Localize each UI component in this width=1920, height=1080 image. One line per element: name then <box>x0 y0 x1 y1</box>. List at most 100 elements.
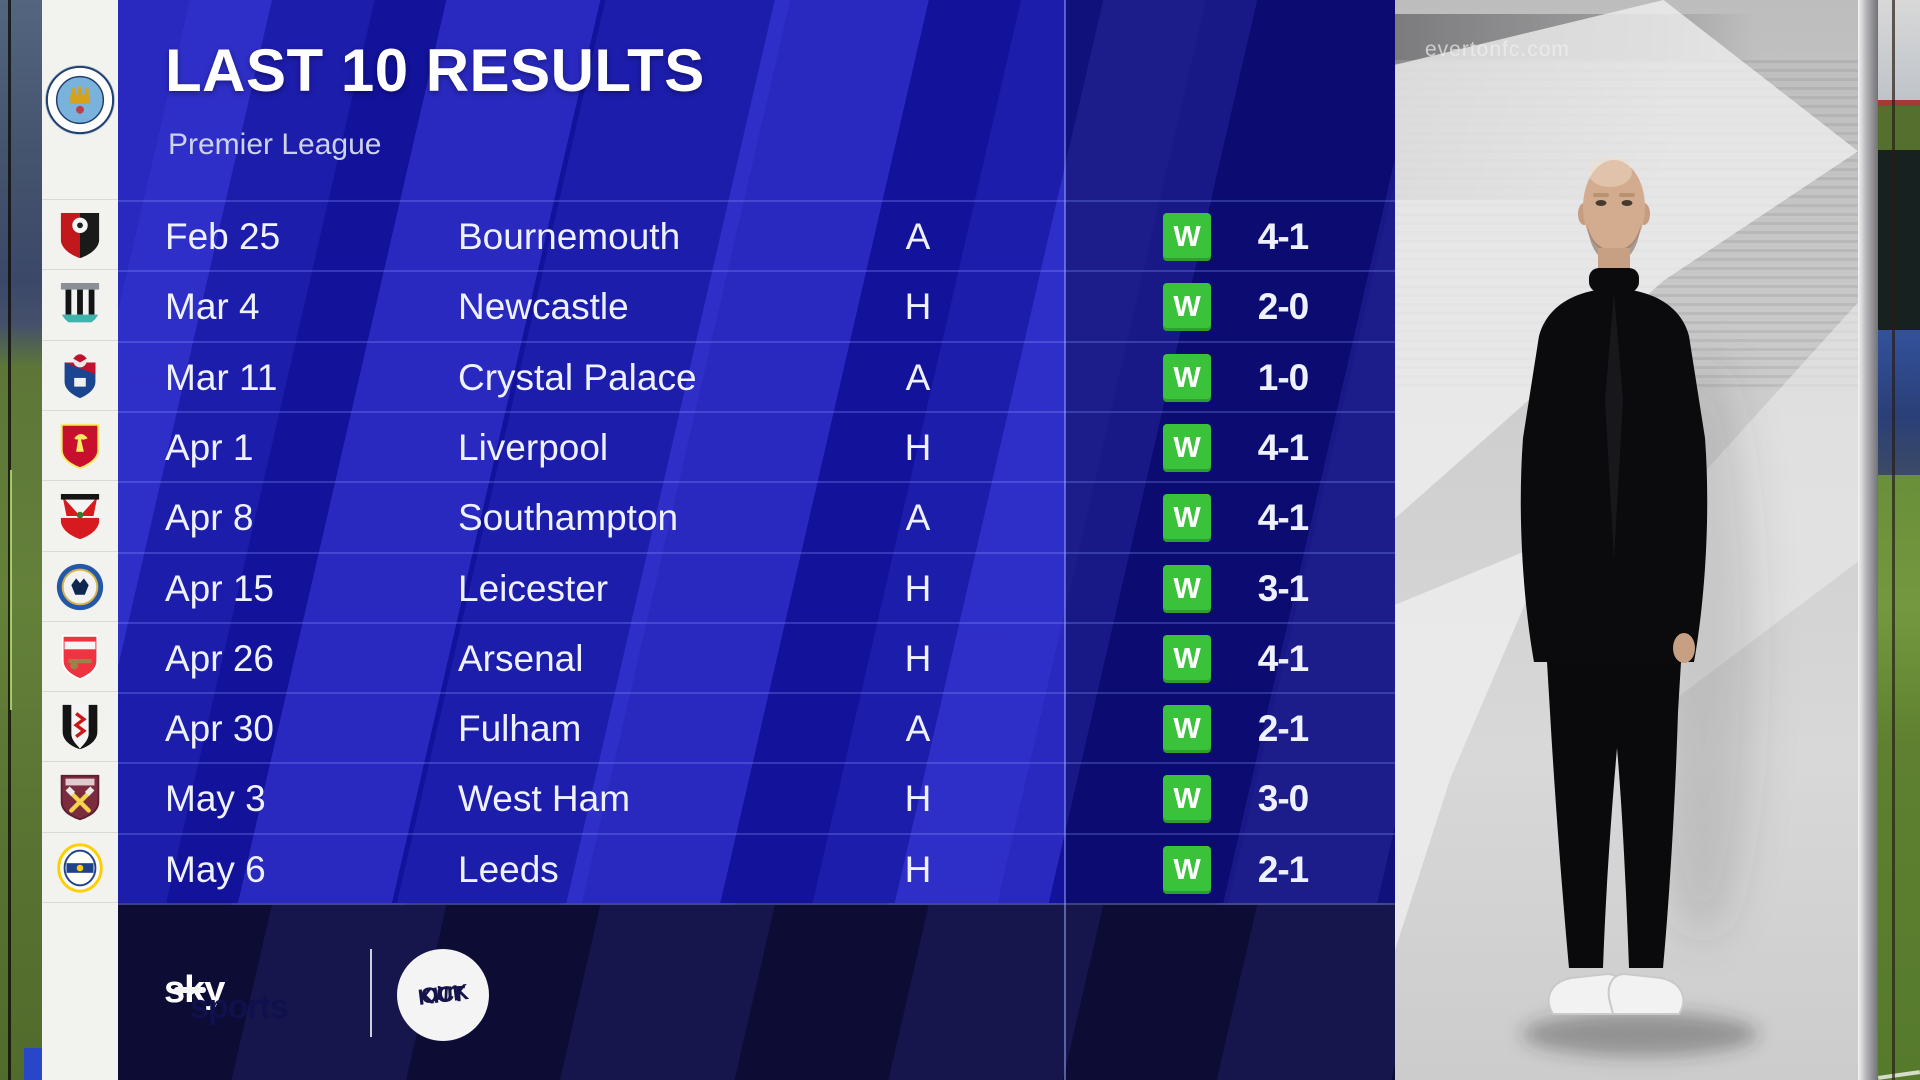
match-score: 4-1 <box>1257 497 1309 538</box>
match-score: 4-1 <box>1257 427 1309 468</box>
win-badge: W <box>1163 565 1211 613</box>
goal-post-line <box>8 0 11 1080</box>
fulham-badge-icon <box>62 704 98 749</box>
venue-flag: A <box>905 216 931 257</box>
badge-cell <box>42 341 118 411</box>
club-badge-cell <box>42 0 118 200</box>
win-badge: W <box>1163 494 1211 542</box>
video-graphic-fragment <box>24 1048 42 1080</box>
match-score: 2-0 <box>1257 286 1309 327</box>
newcastle-badge-icon <box>60 282 100 329</box>
southampton-badge-icon <box>60 493 100 540</box>
result-row: May 6 Leeds H W 2-1 <box>118 833 1395 903</box>
crystal-palace-badge-icon <box>64 353 96 398</box>
goal-frame-line <box>1892 0 1895 1080</box>
manchester-city-badge-icon <box>45 64 115 135</box>
result-row: Apr 30 Fulham A W 2-1 <box>118 692 1395 762</box>
opponent-name: West Ham <box>458 778 631 819</box>
result-row: Apr 8 Southampton A W 4-1 <box>118 481 1395 551</box>
manager-figure <box>1520 157 1758 1056</box>
win-badge: W <box>1163 283 1211 331</box>
pep-guardiola-photo: evertonfc.com <box>1395 0 1858 1080</box>
score-column-shade <box>1065 0 1395 903</box>
results-panel: LAST 10 RESULTS Premier League Feb 25 Bo… <box>118 0 1395 1080</box>
pitch-highlight-line <box>10 470 12 710</box>
venue-flag: A <box>905 357 931 398</box>
pitch <box>1877 475 1920 1080</box>
match-score: 4-1 <box>1257 216 1309 257</box>
sports-logo-box: sports <box>174 987 289 1026</box>
venue-flag: H <box>904 778 932 819</box>
result-row: Apr 15 Leicester H W 3-1 <box>118 552 1395 622</box>
win-badge: W <box>1163 846 1211 894</box>
match-score: 1-0 <box>1257 357 1309 398</box>
pitch-line <box>1877 1070 1920 1080</box>
opponent-name: Arsenal <box>458 638 584 679</box>
venue-flag: H <box>904 427 932 468</box>
win-badge: W <box>1163 635 1211 683</box>
opponent-name: Crystal Palace <box>458 357 697 398</box>
match-date: Apr 26 <box>165 638 275 679</box>
arsenal-badge-icon <box>61 634 99 680</box>
west-ham-badge-icon <box>60 774 100 821</box>
result-row: Apr 1 Liverpool H W 4-1 <box>118 411 1395 481</box>
match-date: Apr 8 <box>165 497 254 538</box>
result-row: Apr 26 Arsenal H W 4-1 <box>118 622 1395 692</box>
win-badge: W <box>1163 775 1211 823</box>
win-badge: W <box>1163 213 1211 261</box>
bournemouth-badge-icon <box>60 212 100 258</box>
kio-line: OUT <box>420 980 466 1008</box>
footer-divider <box>370 949 372 1037</box>
match-date: Apr 1 <box>165 427 254 468</box>
result-row: May 3 West Ham H W 3-0 <box>118 762 1395 832</box>
venue-flag: H <box>904 638 932 679</box>
match-score: 2-1 <box>1257 708 1309 749</box>
opponent-name: Southampton <box>458 497 679 538</box>
opponent-name: Fulham <box>458 708 582 749</box>
badge-cell <box>42 833 118 903</box>
match-date: Mar 11 <box>165 357 278 398</box>
competition-subtitle: Premier League <box>168 128 382 161</box>
scoreboard <box>1878 150 1920 330</box>
stadium-roof <box>1878 0 1920 100</box>
win-badge: W <box>1163 705 1211 753</box>
match-score: 4-1 <box>1257 638 1309 679</box>
venue-flag: A <box>905 708 931 749</box>
badge-cell <box>42 622 118 692</box>
footer-bar: sky sports KICK iT OUT <box>118 903 1395 1080</box>
match-date: Apr 30 <box>165 708 275 749</box>
venue-flag: H <box>904 568 932 609</box>
leeds-badge-icon <box>57 842 103 893</box>
opponent-name: Leicester <box>458 568 609 609</box>
result-row: Mar 11 Crystal Palace A W 1-0 <box>118 341 1395 411</box>
roof-trim <box>1878 100 1920 106</box>
match-date: Mar 4 <box>165 286 260 327</box>
page-title: LAST 10 RESULTS <box>165 37 705 104</box>
badge-cell <box>42 200 118 270</box>
match-date: Apr 15 <box>165 568 275 609</box>
match-score: 3-0 <box>1257 778 1309 819</box>
badge-cell <box>42 552 118 622</box>
win-badge: W <box>1163 424 1211 472</box>
opponent-name: Bournemouth <box>458 216 681 257</box>
match-score: 2-1 <box>1257 849 1309 890</box>
stadium-stand <box>1878 330 1920 475</box>
result-row: Feb 25 Bournemouth A W 4-1 <box>118 200 1395 270</box>
right-video-sliver <box>1877 0 1920 1080</box>
glass-divider-bar <box>1858 0 1878 1080</box>
match-date: May 6 <box>165 849 266 890</box>
match-date: Feb 25 <box>165 216 281 257</box>
left-video-sliver <box>0 0 42 1080</box>
badge-cell <box>42 762 118 833</box>
opponent-name: Leeds <box>458 849 559 890</box>
match-score: 3-1 <box>1257 568 1309 609</box>
venue-flag: A <box>905 497 931 538</box>
win-badge: W <box>1163 354 1211 402</box>
opponent-name: Newcastle <box>458 286 629 327</box>
venue-flag: H <box>904 286 932 327</box>
opponent-name: Liverpool <box>458 427 609 468</box>
result-row: Mar 4 Newcastle H W 2-0 <box>118 270 1395 340</box>
leicester-badge-icon <box>56 563 104 610</box>
team-badge-column <box>42 0 118 1080</box>
